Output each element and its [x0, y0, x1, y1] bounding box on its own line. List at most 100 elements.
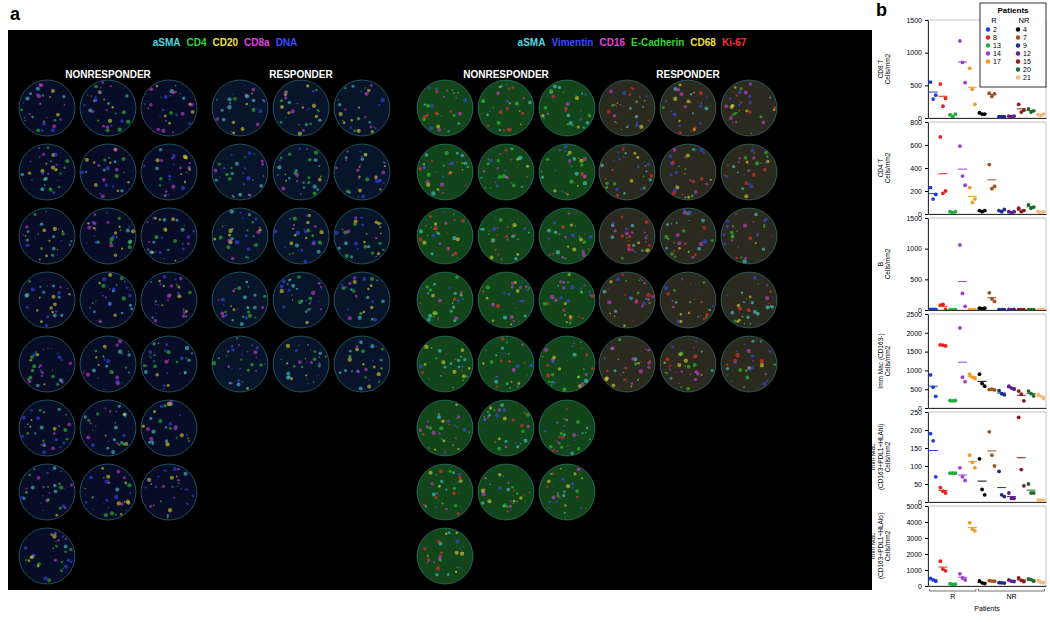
core-texture — [578, 316, 580, 318]
core-texture — [106, 447, 109, 450]
core-texture — [84, 415, 87, 418]
core-texture — [512, 183, 516, 187]
core-texture — [127, 353, 130, 356]
core-disc — [721, 80, 777, 136]
group-title: RESPONDER — [656, 69, 720, 80]
core-texture — [573, 353, 577, 357]
core-texture — [636, 121, 639, 124]
core-texture — [506, 176, 509, 179]
core-texture — [455, 437, 457, 439]
core-texture — [247, 310, 250, 313]
core-texture — [433, 561, 435, 563]
core-texture — [176, 475, 178, 477]
core-texture — [118, 217, 121, 220]
core-texture — [461, 154, 465, 158]
core-texture — [25, 487, 27, 489]
core-texture — [301, 300, 303, 302]
core-texture — [572, 157, 576, 161]
core-texture — [84, 370, 85, 371]
core-texture — [588, 114, 591, 117]
core-texture — [373, 318, 377, 322]
core-texture — [457, 481, 459, 483]
core-texture — [512, 223, 516, 227]
core-texture — [735, 94, 738, 97]
core-texture — [348, 358, 352, 362]
core-texture — [578, 157, 580, 159]
core-texture — [177, 292, 180, 295]
core-texture — [98, 320, 102, 324]
core-texture — [52, 247, 56, 251]
core-texture — [446, 508, 448, 510]
core-texture — [748, 101, 752, 105]
core-texture — [55, 545, 58, 548]
core-texture — [277, 165, 281, 169]
core-texture — [244, 85, 245, 86]
core-texture — [62, 535, 65, 538]
core-texture — [101, 81, 104, 84]
core-disc — [478, 208, 534, 264]
core-texture — [379, 188, 381, 190]
tissue-core — [334, 208, 390, 264]
core-texture — [297, 103, 299, 105]
core-texture — [552, 253, 554, 255]
core-texture — [61, 240, 63, 242]
core-texture — [124, 281, 126, 283]
core-texture — [562, 286, 566, 290]
core-texture — [87, 225, 91, 229]
core-texture — [376, 279, 378, 281]
core-texture — [236, 337, 238, 339]
core-texture — [94, 235, 95, 236]
core-texture — [155, 167, 159, 171]
core-texture — [699, 91, 703, 95]
core-texture — [169, 111, 173, 115]
tissue-core — [539, 464, 595, 520]
tissue-core — [80, 208, 136, 264]
core-texture — [212, 361, 216, 365]
core-texture — [580, 291, 583, 294]
core-texture — [55, 438, 58, 441]
core-texture — [157, 476, 159, 478]
core-texture — [429, 426, 433, 430]
core-texture — [176, 361, 179, 364]
core-texture — [214, 178, 217, 181]
core-texture — [52, 191, 55, 194]
core-texture — [564, 150, 566, 152]
core-texture — [62, 230, 64, 232]
core-texture — [508, 360, 511, 363]
core-texture — [371, 300, 374, 303]
core-disc — [212, 272, 268, 328]
core-texture — [356, 345, 359, 348]
core-texture — [42, 94, 44, 96]
core-texture — [362, 389, 363, 390]
core-texture — [280, 121, 283, 124]
core-texture — [237, 309, 238, 310]
core-texture — [51, 446, 55, 450]
core-texture — [293, 217, 297, 221]
core-texture — [432, 577, 433, 578]
core-texture — [543, 117, 545, 119]
core-texture — [185, 315, 187, 317]
tissue-core — [417, 464, 473, 520]
core-texture — [53, 432, 56, 435]
core-texture — [192, 230, 195, 233]
core-texture — [499, 153, 501, 155]
core-texture — [30, 409, 33, 412]
core-texture — [358, 189, 362, 193]
core-texture — [182, 315, 185, 318]
core-texture — [115, 380, 119, 384]
core-texture — [449, 470, 452, 473]
core-texture — [370, 306, 373, 309]
core-texture — [32, 364, 36, 368]
core-texture — [40, 502, 42, 504]
core-texture — [284, 94, 287, 97]
core-texture — [462, 379, 464, 381]
core-texture — [511, 418, 514, 421]
core-texture — [421, 287, 423, 289]
core-texture — [359, 312, 362, 315]
core-texture — [607, 110, 611, 114]
core-texture — [346, 189, 350, 193]
core-texture — [510, 220, 512, 222]
core-texture — [305, 123, 308, 126]
core-texture — [498, 110, 502, 114]
core-texture — [522, 300, 524, 302]
